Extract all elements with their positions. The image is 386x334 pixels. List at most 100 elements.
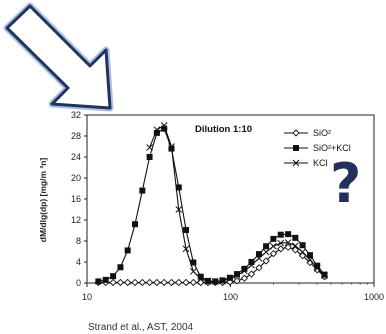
point-0-22	[255, 264, 263, 272]
y-tick-label-6: 24	[71, 152, 81, 162]
point-2-0	[146, 144, 153, 151]
series-layer	[94, 122, 329, 287]
point-2-14	[248, 261, 255, 269]
point-0-7	[145, 278, 154, 287]
point-1-4	[124, 247, 131, 254]
y-tick-label-5: 20	[71, 173, 81, 183]
series-2	[146, 122, 328, 285]
point-0-11	[175, 278, 183, 287]
point-1-31	[321, 271, 328, 278]
plot-frame	[86, 114, 375, 284]
point-1-8	[153, 129, 160, 136]
pointer-arrow-icon	[3, 2, 114, 112]
point-0-6	[138, 278, 146, 287]
point-1-20	[241, 265, 248, 272]
x-axis: 10 100 1000	[82, 283, 384, 302]
point-2-22	[306, 256, 314, 264]
y-tick-label-4: 16	[71, 194, 81, 204]
point-1-28	[299, 242, 306, 249]
point-2-23	[313, 264, 321, 272]
point-0-8	[153, 278, 161, 287]
point-1-30	[314, 262, 321, 269]
point-1-22	[256, 251, 263, 258]
x-tick-label-1: 100	[223, 292, 238, 302]
point-1-29	[306, 252, 313, 259]
question-mark: ?	[330, 152, 361, 215]
point-2-12	[233, 272, 241, 280]
point-1-7	[146, 154, 153, 160]
citation-caption: Strand et al., AST, 2004	[88, 322, 194, 333]
point-2-17	[270, 242, 277, 250]
point-0-24	[269, 249, 278, 258]
point-2-13	[241, 267, 248, 275]
legend: SiO² SiO²+KCl KCl	[284, 128, 351, 168]
point-2-10	[219, 277, 226, 285]
x-tick-label-2: 1000	[364, 292, 384, 302]
y-tick-label-3: 12	[71, 215, 81, 225]
point-2-16	[262, 248, 270, 256]
point-1-1	[102, 276, 109, 283]
legend-label-2: KCl	[313, 158, 328, 168]
point-1-14	[197, 273, 204, 280]
point-0-9	[160, 278, 168, 287]
point-1-25	[277, 231, 284, 238]
legend-marker-1	[293, 145, 299, 151]
point-1-3	[117, 264, 124, 271]
point-0-21	[247, 270, 256, 278]
point-1-21	[248, 259, 255, 265]
point-1-13	[190, 259, 197, 266]
point-2-24	[321, 272, 328, 280]
y-tick-label-7: 28	[71, 131, 81, 141]
point-0-27	[291, 246, 299, 254]
x-tick-label-0: 10	[82, 292, 92, 302]
point-1-11	[175, 184, 182, 191]
point-2-7	[197, 275, 205, 283]
point-2-19	[284, 239, 292, 246]
y-axis-label: dM/dlg(dp) [mg/m ³n]	[38, 158, 48, 243]
point-0-10	[167, 278, 176, 287]
point-2-6	[190, 268, 197, 275]
point-1-12	[183, 226, 190, 233]
point-2-8	[204, 278, 212, 285]
y-axis: 0 4 8 12 16 20 24 28 32	[71, 110, 87, 288]
point-1-5	[131, 221, 138, 228]
point-0-3	[116, 278, 125, 287]
point-1-9	[161, 125, 168, 132]
legend-marker-2	[292, 159, 300, 167]
y-tick-label-2: 8	[76, 236, 81, 246]
point-2-21	[299, 248, 306, 256]
point-1-26	[285, 231, 292, 238]
y-tick-label-0: 0	[76, 278, 81, 288]
point-0-13	[189, 278, 197, 287]
point-1-6	[139, 187, 146, 194]
point-2-1	[153, 126, 161, 134]
point-2-4	[175, 206, 183, 213]
point-2-3	[168, 143, 175, 150]
point-2-9	[211, 278, 219, 285]
point-0-4	[124, 278, 132, 287]
point-0-20	[240, 274, 249, 282]
point-1-2	[110, 273, 117, 280]
point-0-5	[131, 278, 139, 287]
point-0-12	[182, 278, 190, 287]
dilution-annotation: Dilution 1:10	[195, 124, 252, 135]
point-0-2	[109, 278, 117, 287]
point-1-23	[263, 243, 270, 250]
point-1-24	[270, 235, 277, 242]
point-1-19	[234, 271, 241, 278]
point-0-25	[277, 245, 285, 253]
point-2-5	[182, 245, 190, 253]
point-0-26	[284, 243, 292, 251]
point-0-19	[233, 277, 241, 285]
point-1-27	[292, 234, 299, 241]
series-0	[94, 243, 329, 287]
legend-marker-0	[292, 129, 300, 137]
point-2-15	[255, 254, 263, 262]
point-0-23	[262, 257, 270, 265]
point-1-0	[95, 278, 102, 285]
y-tick-label-8: 32	[71, 110, 81, 120]
legend-label-0: SiO²	[313, 128, 331, 138]
legend-label-1: SiO²+KCl	[313, 143, 351, 153]
y-tick-label-1: 4	[76, 257, 81, 267]
